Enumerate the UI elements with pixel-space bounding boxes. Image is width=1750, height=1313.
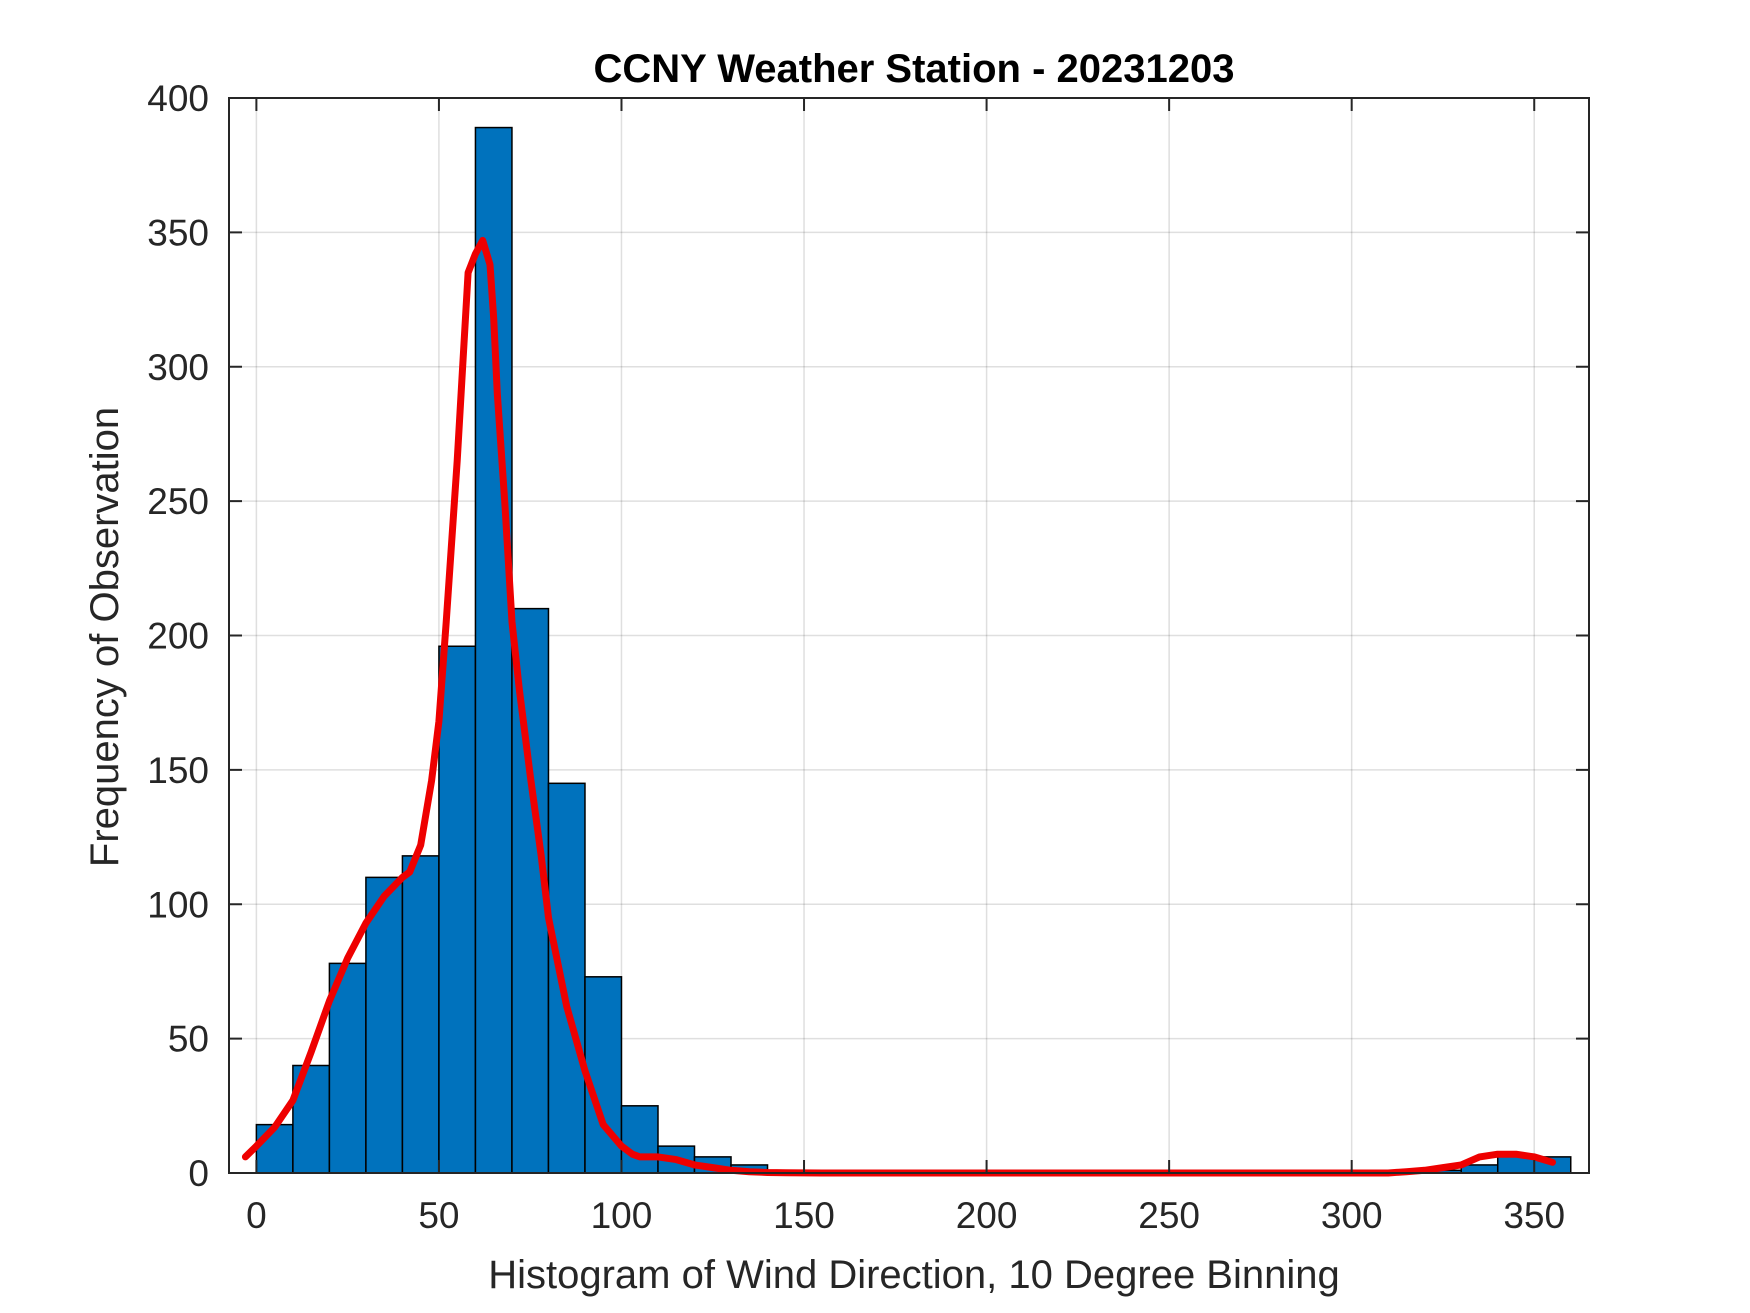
y-tick-label: 50 — [168, 1019, 209, 1060]
histogram-bar — [438, 645, 477, 1174]
histogram-bar — [328, 962, 367, 1174]
histogram-bar — [474, 126, 513, 1174]
y-tick-label: 200 — [147, 616, 209, 657]
x-tick-label: 50 — [418, 1195, 459, 1236]
x-axis-tick-labels: 0 50 100 150 200 250 300 350 — [246, 1195, 1565, 1236]
x-tick-label: 250 — [1138, 1195, 1200, 1236]
histogram-bar — [620, 1105, 659, 1174]
y-axis-tick-labels: 0 50 100 150 200 250 300 350 400 — [147, 78, 209, 1194]
x-tick-label: 200 — [956, 1195, 1018, 1236]
x-tick-label: 350 — [1503, 1195, 1565, 1236]
x-tick-label: 150 — [773, 1195, 835, 1236]
x-tick-label: 300 — [1321, 1195, 1383, 1236]
x-axis-label: Histogram of Wind Direction, 10 Degree B… — [488, 1253, 1340, 1297]
y-tick-label: 350 — [147, 212, 209, 253]
y-tick-label: 150 — [147, 750, 209, 791]
x-tick-label: 100 — [591, 1195, 653, 1236]
y-tick-label: 300 — [147, 347, 209, 388]
y-tick-label: 400 — [147, 78, 209, 119]
y-tick-label: 100 — [147, 884, 209, 925]
chart-title: CCNY Weather Station - 20231203 — [594, 47, 1235, 91]
axis-ticks — [229, 97, 1589, 1174]
histogram-bar — [547, 782, 586, 1174]
y-tick-label: 250 — [147, 481, 209, 522]
histogram-bar — [365, 876, 404, 1174]
histogram-bar — [401, 855, 440, 1174]
x-tick-label: 0 — [246, 1195, 267, 1236]
histogram-bars — [255, 126, 1572, 1174]
y-tick-label: 0 — [188, 1153, 209, 1194]
y-axis-label: Frequency of Observation — [83, 407, 127, 867]
